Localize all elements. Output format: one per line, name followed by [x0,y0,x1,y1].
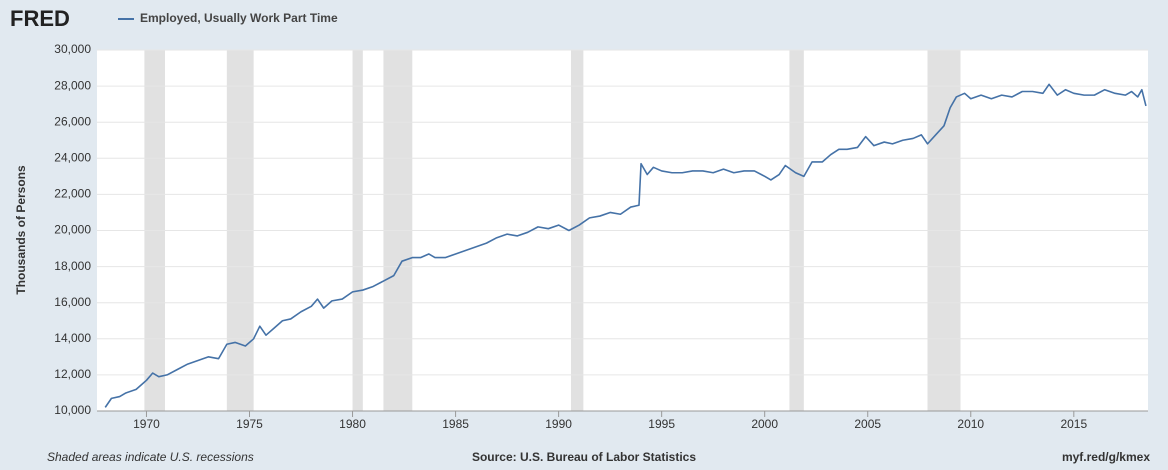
y-tick-label: 22,000 [54,187,91,201]
x-tick-label: 1970 [133,417,160,431]
source: Source: U.S. Bureau of Labor Statistics [472,450,696,464]
x-tick-label: 1975 [236,417,263,431]
x-tick-label: 2000 [751,417,778,431]
y-tick-label: 14,000 [54,331,91,345]
y-axis-label: Thousands of Persons [14,165,28,295]
y-tick-label: 20,000 [54,223,91,237]
y-tick-label: 18,000 [54,259,91,273]
y-tick-label: 16,000 [54,295,91,309]
legend-label: Employed, Usually Work Part Time [140,11,338,25]
recession-note: Shaded areas indicate U.S. recessions [47,450,254,464]
x-tick-label: 1995 [648,417,675,431]
logo: FRED [10,6,70,31]
x-tick-label: 2015 [1060,417,1087,431]
data-line [104,83,1147,408]
x-tick-label: 1980 [339,417,366,431]
x-tick-label: 1990 [545,417,572,431]
y-tick-label: 30,000 [54,42,91,56]
y-tick-label: 24,000 [54,150,91,164]
y-tick-label: 28,000 [54,78,91,92]
y-tick-label: 12,000 [54,367,91,381]
x-tick-label: 1985 [442,417,469,431]
link: myf.red/g/kmex [1062,450,1150,464]
x-tick-label: 2010 [957,417,984,431]
y-tick-label: 10,000 [54,403,91,417]
y-tick-label: 26,000 [54,114,91,128]
x-tick-label: 2005 [854,417,881,431]
